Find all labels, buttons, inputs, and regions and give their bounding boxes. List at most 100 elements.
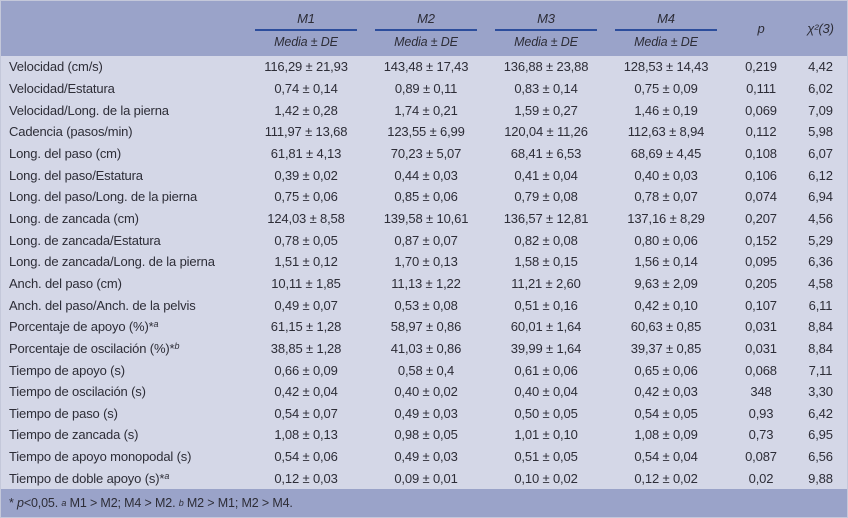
cell-chi-squared-value: 6,95 — [808, 427, 833, 443]
row-parameter-text: Long. del paso (cm) — [9, 145, 122, 161]
cell-m4-mean-sd: 128,53 ± 14,43 — [623, 59, 709, 75]
row-parameter-text: Anch. del paso (cm) — [9, 275, 122, 291]
cell-m4-mean-sd: 1,56 ± 0,14 — [634, 254, 698, 270]
row-parameter-text: Porcentaje de apoyo (%)* — [9, 319, 154, 335]
table-row: Tiempo de zancada (s) 1,08 ± 0,13 0,98 ± 0… — [1, 424, 847, 446]
cell-p-value: 0,095 — [745, 254, 777, 270]
table-row: Porcentaje de oscilación (%)*b 38,85 ± 1,… — [1, 338, 847, 360]
row-parameter-text: Long. de zancada/Long. de la pierna — [9, 254, 215, 270]
header-group-m3: M3 Media ± DE — [486, 1, 606, 56]
cell-chi-squared-value: 7,11 — [808, 362, 833, 378]
row-parameter-text: Cadencia (pasos/min) — [9, 124, 133, 140]
table-row: Tiempo de apoyo monopodal (s) 0,54 ± 0,06… — [1, 446, 847, 468]
row-parameter-label: Porcentaje de oscilación (%)*b — [1, 341, 246, 356]
table-row: Tiempo de apoyo (s) 0,66 ± 0,09 0,58 ± 0,4… — [1, 359, 847, 381]
cell-m3-mean-sd: 1,59 ± 0,27 — [514, 102, 578, 118]
cell-m3-mean-sd: 120,04 ± 11,26 — [504, 124, 588, 140]
row-footnote-marker: a — [164, 470, 170, 481]
table-row: Porcentaje de apoyo (%)*a 61,15 ± 1,28 58,… — [1, 316, 847, 338]
table-footnote: * p <0,05. a M1 > M2; M4 > M2. b M2 > M1;… — [1, 489, 847, 517]
cell-m4-mean-sd: 0,80 ± 0,06 — [634, 232, 698, 248]
row-parameter-text: Long. de zancada/Estatura — [9, 232, 161, 248]
cell-m4-mean-sd: 0,65 ± 0,06 — [634, 362, 698, 378]
group-label-m3: M3 — [537, 10, 555, 26]
cell-m4-mean-sd: 1,08 ± 0,09 — [634, 427, 698, 443]
cell-m3-mean-sd: 60,01 ± 1,64 — [510, 319, 582, 335]
row-parameter-text: Tiempo de apoyo monopodal (s) — [9, 449, 192, 465]
cell-m3-mean-sd: 68,41 ± 6,53 — [510, 145, 582, 161]
header-p-column: p — [757, 21, 765, 36]
footnote-segment-b: M2 > M1; M2 > M4. — [183, 496, 293, 510]
row-parameter-label: Tiempo de oscilación (s) — [1, 384, 246, 399]
cell-m1-mean-sd: 10,11 ± 1,85 — [271, 275, 341, 291]
cell-p-value: 0,108 — [745, 145, 777, 161]
row-parameter-text: Velocidad/Estatura — [9, 80, 115, 96]
cell-m3-mean-sd: 0,51 ± 0,05 — [514, 449, 578, 465]
cell-m1-mean-sd: 0,54 ± 0,06 — [274, 449, 338, 465]
header-group-m2: M2 Media ± DE — [366, 1, 486, 56]
row-parameter-label: Anch. del paso/Anch. de la pelvis — [1, 298, 246, 313]
cell-chi-squared-value: 6,42 — [808, 405, 833, 421]
cell-m2-mean-sd: 0,98 ± 0,05 — [394, 427, 458, 443]
cell-m3-mean-sd: 0,50 ± 0,05 — [514, 405, 578, 421]
cell-p-value: 0,93 — [748, 405, 774, 421]
cell-m4-mean-sd: 68,69 ± 4,45 — [630, 145, 702, 161]
group-underline — [495, 28, 597, 31]
group-underline — [615, 28, 717, 31]
cell-m3-mean-sd: 0,82 ± 0,08 — [514, 232, 578, 248]
cell-chi-squared-value: 6,12 — [808, 167, 833, 183]
cell-chi-squared-value: 8,84 — [808, 319, 833, 335]
row-parameter-text: Tiempo de paso (s) — [9, 405, 118, 421]
cell-m3-mean-sd: 1,01 ± 0,10 — [514, 427, 578, 443]
row-parameter-label: Velocidad/Estatura — [1, 81, 246, 96]
table-row: Velocidad (cm/s) 116,29 ± 21,93 143,48 ± 1… — [1, 56, 847, 78]
table-row: Tiempo de oscilación (s) 0,42 ± 0,04 0,40 … — [1, 381, 847, 403]
cell-chi-squared-value: 6,07 — [808, 145, 833, 161]
row-parameter-label: Tiempo de zancada (s) — [1, 427, 246, 442]
cell-chi-squared-value: 6,36 — [808, 254, 833, 270]
cell-m2-mean-sd: 11,13 ± 1,22 — [391, 275, 461, 291]
row-parameter-text: Porcentaje de oscilación (%)* — [9, 340, 175, 356]
cell-chi-squared-value: 6,94 — [808, 189, 833, 205]
cell-m2-mean-sd: 0,89 ± 0,11 — [394, 80, 458, 96]
cell-p-value: 0,087 — [745, 449, 777, 465]
cell-p-value: 0,074 — [745, 189, 777, 205]
cell-m4-mean-sd: 112,63 ± 8,94 — [627, 124, 705, 140]
cell-chi-squared-value: 8,84 — [808, 340, 833, 356]
cell-m3-mean-sd: 11,21 ± 2,60 — [511, 275, 581, 291]
cell-m2-mean-sd: 0,53 ± 0,08 — [394, 297, 458, 313]
cell-m4-mean-sd: 0,78 ± 0,07 — [634, 189, 698, 205]
cell-chi-squared-value: 5,98 — [808, 124, 833, 140]
cell-chi-squared-value: 6,02 — [808, 80, 833, 96]
cell-m2-mean-sd: 0,09 ± 0,01 — [394, 470, 458, 486]
cell-m2-mean-sd: 0,85 ± 0,06 — [394, 189, 458, 205]
cell-m1-mean-sd: 0,54 ± 0,07 — [274, 405, 338, 421]
row-parameter-text: Tiempo de zancada (s) — [9, 427, 139, 443]
cell-p-value: 0,205 — [745, 275, 777, 291]
cell-m4-mean-sd: 0,54 ± 0,05 — [634, 405, 698, 421]
cell-m4-mean-sd: 0,42 ± 0,03 — [634, 384, 698, 400]
cell-m3-mean-sd: 0,61 ± 0,06 — [514, 362, 578, 378]
cell-m4-mean-sd: 0,40 ± 0,03 — [634, 167, 698, 183]
cell-m2-mean-sd: 0,49 ± 0,03 — [394, 449, 458, 465]
cell-p-value: 0,152 — [745, 232, 777, 248]
cell-m2-mean-sd: 0,40 ± 0,02 — [394, 384, 458, 400]
table-header: M1 Media ± DE M2 Media ± DE M3 Media ± D… — [1, 1, 847, 56]
cell-m2-mean-sd: 58,97 ± 0,86 — [390, 319, 462, 335]
row-parameter-text: Tiempo de doble apoyo (s)* — [9, 470, 165, 486]
group-underline — [255, 28, 357, 31]
row-parameter-label: Tiempo de paso (s) — [1, 406, 246, 421]
cell-chi-squared-value: 3,30 — [808, 384, 833, 400]
cell-m2-mean-sd: 1,74 ± 0,21 — [394, 102, 458, 118]
cell-m2-mean-sd: 1,70 ± 0,13 — [394, 254, 458, 270]
cell-m1-mean-sd: 124,03 ± 8,58 — [267, 210, 345, 226]
row-parameter-text: Tiempo de apoyo (s) — [9, 362, 125, 378]
cell-chi-squared-value: 6,56 — [808, 449, 833, 465]
row-parameter-label: Tiempo de apoyo (s) — [1, 363, 246, 378]
group-label-m2: M2 — [417, 10, 435, 26]
row-parameter-label: Long. de zancada (cm) — [1, 211, 246, 226]
row-footnote-marker: b — [174, 340, 180, 351]
cell-m2-mean-sd: 0,44 ± 0,03 — [394, 167, 458, 183]
cell-m1-mean-sd: 1,08 ± 0,13 — [274, 427, 338, 443]
table-row: Long. de zancada (cm) 124,03 ± 8,58 139,58… — [1, 208, 847, 230]
